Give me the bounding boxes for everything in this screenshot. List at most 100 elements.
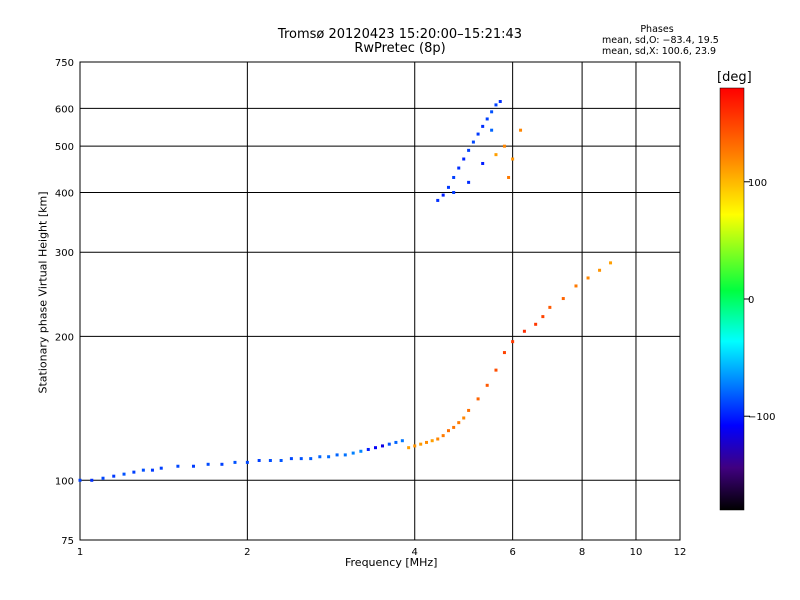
data-point	[511, 340, 515, 344]
scatter-points	[78, 100, 613, 482]
data-point	[452, 425, 456, 429]
data-point	[309, 457, 313, 461]
data-point	[519, 128, 523, 132]
data-point	[425, 440, 429, 444]
data-point	[299, 457, 303, 461]
x-tick-label: 2	[244, 547, 250, 558]
data-point	[541, 315, 545, 319]
data-point	[462, 416, 466, 420]
y-tick-label: 500	[55, 142, 74, 153]
data-point	[471, 140, 475, 144]
data-point	[441, 193, 445, 197]
x-axis-label: Frequency [MHz]	[345, 556, 438, 569]
data-point	[561, 297, 565, 301]
data-point	[490, 110, 494, 114]
data-point	[548, 305, 552, 309]
data-point	[150, 468, 154, 472]
data-point	[467, 180, 471, 184]
data-point	[279, 458, 283, 462]
data-point	[400, 439, 404, 443]
colorbar-tick-label: 0	[748, 295, 754, 306]
data-point	[522, 329, 526, 333]
data-point	[494, 103, 498, 107]
data-point	[176, 464, 180, 468]
colorbar-tick-label: −100	[748, 412, 775, 423]
data-point	[318, 455, 322, 459]
data-point	[452, 190, 456, 194]
data-point	[476, 132, 480, 136]
data-point	[598, 268, 602, 272]
data-point	[343, 453, 347, 457]
data-point	[245, 460, 249, 464]
colorbar-unit-label: [deg]	[717, 70, 752, 85]
data-point	[407, 446, 411, 450]
data-point	[609, 261, 613, 265]
data-point	[441, 434, 445, 438]
x-tick-label: 1	[77, 547, 83, 558]
x-tick-label: 12	[674, 547, 687, 558]
data-point	[457, 421, 461, 425]
chart-title: Tromsø 20120423 15:20:00–15:21:43	[277, 27, 523, 42]
data-point	[413, 444, 417, 448]
data-point	[122, 472, 126, 476]
data-point	[191, 464, 195, 468]
data-point	[476, 397, 480, 401]
y-axis-ticks: 75 100 200 300 400 500 600 750	[55, 58, 74, 547]
data-point	[132, 470, 136, 474]
x-tick-label: 10	[630, 547, 643, 558]
data-point	[485, 383, 489, 387]
phases-heading: Phases	[640, 24, 674, 35]
x-axis-ticks: 1 2 4 6 8 10 12	[77, 547, 687, 558]
data-point	[490, 128, 494, 132]
phases-o-stat: mean, sd,O: −83.4, 19.5	[602, 35, 719, 46]
data-point	[481, 124, 485, 128]
y-tick-label: 75	[61, 536, 74, 547]
y-tick-label: 200	[55, 332, 74, 343]
data-point	[586, 276, 590, 280]
data-point	[159, 466, 163, 470]
x-tick-label: 8	[579, 547, 585, 558]
data-point	[462, 157, 466, 161]
plot-frame	[79, 61, 681, 541]
data-point	[452, 175, 456, 179]
y-tick-label: 750	[55, 58, 74, 69]
data-point	[494, 153, 498, 157]
y-tick-label: 100	[55, 476, 74, 487]
data-point	[78, 478, 82, 482]
data-point	[467, 408, 471, 412]
y-tick-label: 400	[55, 188, 74, 199]
data-point	[90, 478, 94, 482]
data-point	[502, 351, 506, 355]
data-point	[507, 175, 511, 179]
data-point	[446, 185, 450, 189]
data-point	[289, 457, 293, 461]
x-tick-label: 4	[412, 547, 418, 558]
grid	[80, 62, 680, 540]
data-point	[359, 449, 363, 453]
data-point	[112, 474, 116, 478]
data-point	[257, 458, 261, 462]
data-point	[394, 440, 398, 444]
data-point	[467, 148, 471, 152]
data-point	[481, 161, 485, 165]
y-tick-label: 600	[55, 104, 74, 115]
data-point	[335, 453, 339, 457]
data-point	[366, 447, 370, 451]
data-point	[574, 284, 578, 288]
data-point	[206, 462, 210, 466]
data-point	[430, 439, 434, 443]
data-point	[502, 144, 506, 148]
x-tick-label: 6	[509, 547, 515, 558]
data-point	[373, 446, 377, 450]
data-point	[351, 451, 355, 455]
data-point	[419, 442, 423, 446]
data-point	[494, 368, 498, 372]
data-point	[268, 458, 272, 462]
phases-x-stat: mean, sd,X: 100.6, 23.9	[602, 46, 717, 57]
colorbar-tick-label: 100	[748, 178, 767, 189]
data-point	[498, 100, 502, 104]
data-point	[457, 166, 461, 170]
chart-subtitle: RwPretec (8p)	[354, 41, 446, 56]
data-point	[141, 468, 145, 472]
